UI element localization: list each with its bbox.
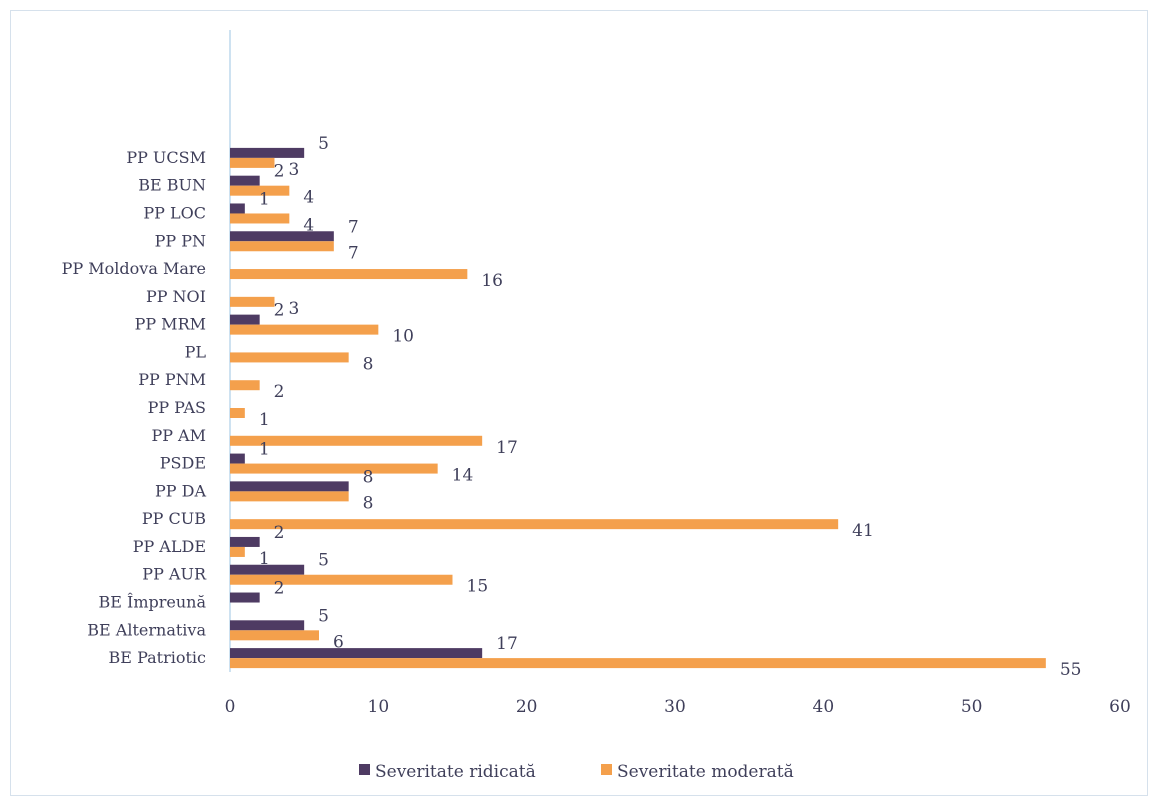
bar bbox=[230, 147, 305, 158]
bar bbox=[230, 519, 839, 530]
x-tick-labels: 0 10 20 30 40 50 60 bbox=[225, 697, 1131, 717]
x-tick-label: 10 bbox=[368, 697, 390, 717]
legend-label-moderate: Severitate moderată bbox=[617, 762, 794, 782]
category-label: PP AUR bbox=[142, 565, 207, 584]
category-label: PP MRM bbox=[135, 315, 206, 334]
category-label: PSDE bbox=[160, 454, 206, 473]
data-label: 55 bbox=[1060, 660, 1082, 680]
data-label: 5 bbox=[318, 551, 329, 571]
category-label: BE Împreună bbox=[98, 592, 206, 612]
bar bbox=[230, 546, 245, 557]
category-label: PP DA bbox=[155, 481, 206, 500]
bar bbox=[230, 269, 468, 280]
data-label: 3 bbox=[289, 160, 300, 180]
data-label: 1 bbox=[259, 189, 270, 209]
bar bbox=[230, 296, 275, 307]
category-label: BE Alternativa bbox=[87, 620, 206, 639]
category-label: PP PNM bbox=[138, 370, 206, 389]
data-label: 2 bbox=[274, 162, 285, 182]
bar bbox=[230, 241, 334, 252]
category-label: PP PN bbox=[155, 231, 206, 250]
data-label: 1 bbox=[259, 410, 270, 430]
data-label: 7 bbox=[348, 217, 359, 237]
x-tick-label: 30 bbox=[664, 697, 686, 717]
category-label: PP PAS bbox=[148, 398, 206, 417]
bar bbox=[230, 453, 245, 464]
data-label: 6 bbox=[333, 632, 344, 652]
bar bbox=[230, 231, 334, 242]
bar bbox=[230, 574, 453, 585]
data-label: 41 bbox=[852, 521, 874, 541]
bar bbox=[230, 380, 260, 391]
data-label: 15 bbox=[467, 577, 489, 597]
bar bbox=[230, 185, 290, 196]
bar bbox=[230, 157, 275, 168]
bar bbox=[230, 324, 379, 335]
x-tick-label: 20 bbox=[516, 697, 538, 717]
bar bbox=[230, 352, 349, 363]
category-label: BE BUN bbox=[138, 176, 206, 195]
x-tick-label: 40 bbox=[813, 697, 835, 717]
category-label: BE Patriotic bbox=[109, 648, 206, 667]
data-label: 2 bbox=[274, 523, 285, 543]
bar bbox=[230, 463, 438, 474]
category-label: PP ALDE bbox=[133, 537, 206, 556]
legend-label-high: Severitate ridicată bbox=[375, 762, 536, 782]
bar bbox=[230, 175, 260, 186]
category-label: PP UCSM bbox=[126, 148, 206, 167]
bar bbox=[230, 435, 483, 446]
data-label: 4 bbox=[303, 215, 314, 235]
data-label: 1 bbox=[259, 440, 270, 460]
bar bbox=[230, 536, 260, 547]
bar bbox=[230, 203, 245, 214]
legend-swatch-moderate bbox=[601, 764, 612, 775]
x-tick-label: 50 bbox=[961, 697, 983, 717]
category-label: PL bbox=[185, 342, 207, 361]
category-label: PP Moldova Mare bbox=[62, 259, 206, 278]
category-label: PP LOC bbox=[143, 203, 206, 222]
category-label: PP CUB bbox=[142, 509, 206, 528]
data-label: 1 bbox=[259, 549, 270, 569]
bar bbox=[230, 408, 245, 418]
legend-swatch-high bbox=[359, 764, 370, 775]
bar bbox=[230, 630, 319, 641]
data-label: 3 bbox=[289, 299, 300, 319]
category-labels: BE Patriotic BE Alternativa BE Împreună PP … bbox=[62, 148, 207, 667]
data-label: 8 bbox=[363, 354, 374, 374]
x-tick-label: 60 bbox=[1109, 697, 1131, 717]
bar bbox=[230, 314, 260, 325]
data-label: 7 bbox=[348, 243, 359, 263]
data-label: 2 bbox=[274, 301, 285, 321]
category-label: PP NOI bbox=[146, 287, 206, 306]
bar bbox=[230, 213, 290, 224]
bars-group bbox=[230, 147, 1046, 669]
data-label: 17 bbox=[496, 634, 518, 654]
x-tick-label: 0 bbox=[225, 697, 236, 717]
legend: Severitate ridicată Severitate moderată bbox=[359, 762, 794, 782]
bar bbox=[230, 564, 305, 575]
data-label: 5 bbox=[318, 134, 329, 154]
bar bbox=[230, 658, 1046, 669]
bar bbox=[230, 620, 305, 631]
data-label: 5 bbox=[318, 606, 329, 626]
data-label: 4 bbox=[303, 188, 314, 208]
bar bbox=[230, 491, 349, 502]
data-label: 2 bbox=[274, 579, 285, 599]
data-label: 8 bbox=[363, 493, 374, 513]
bar bbox=[230, 481, 349, 492]
data-label: 14 bbox=[452, 466, 474, 486]
bar bbox=[230, 592, 260, 603]
category-label: PP AM bbox=[151, 426, 206, 445]
data-label: 17 bbox=[496, 438, 518, 458]
data-label: 2 bbox=[274, 382, 285, 402]
data-label: 10 bbox=[392, 327, 414, 347]
data-label: 16 bbox=[481, 271, 503, 291]
bar bbox=[230, 648, 483, 659]
data-label: 8 bbox=[363, 467, 374, 487]
